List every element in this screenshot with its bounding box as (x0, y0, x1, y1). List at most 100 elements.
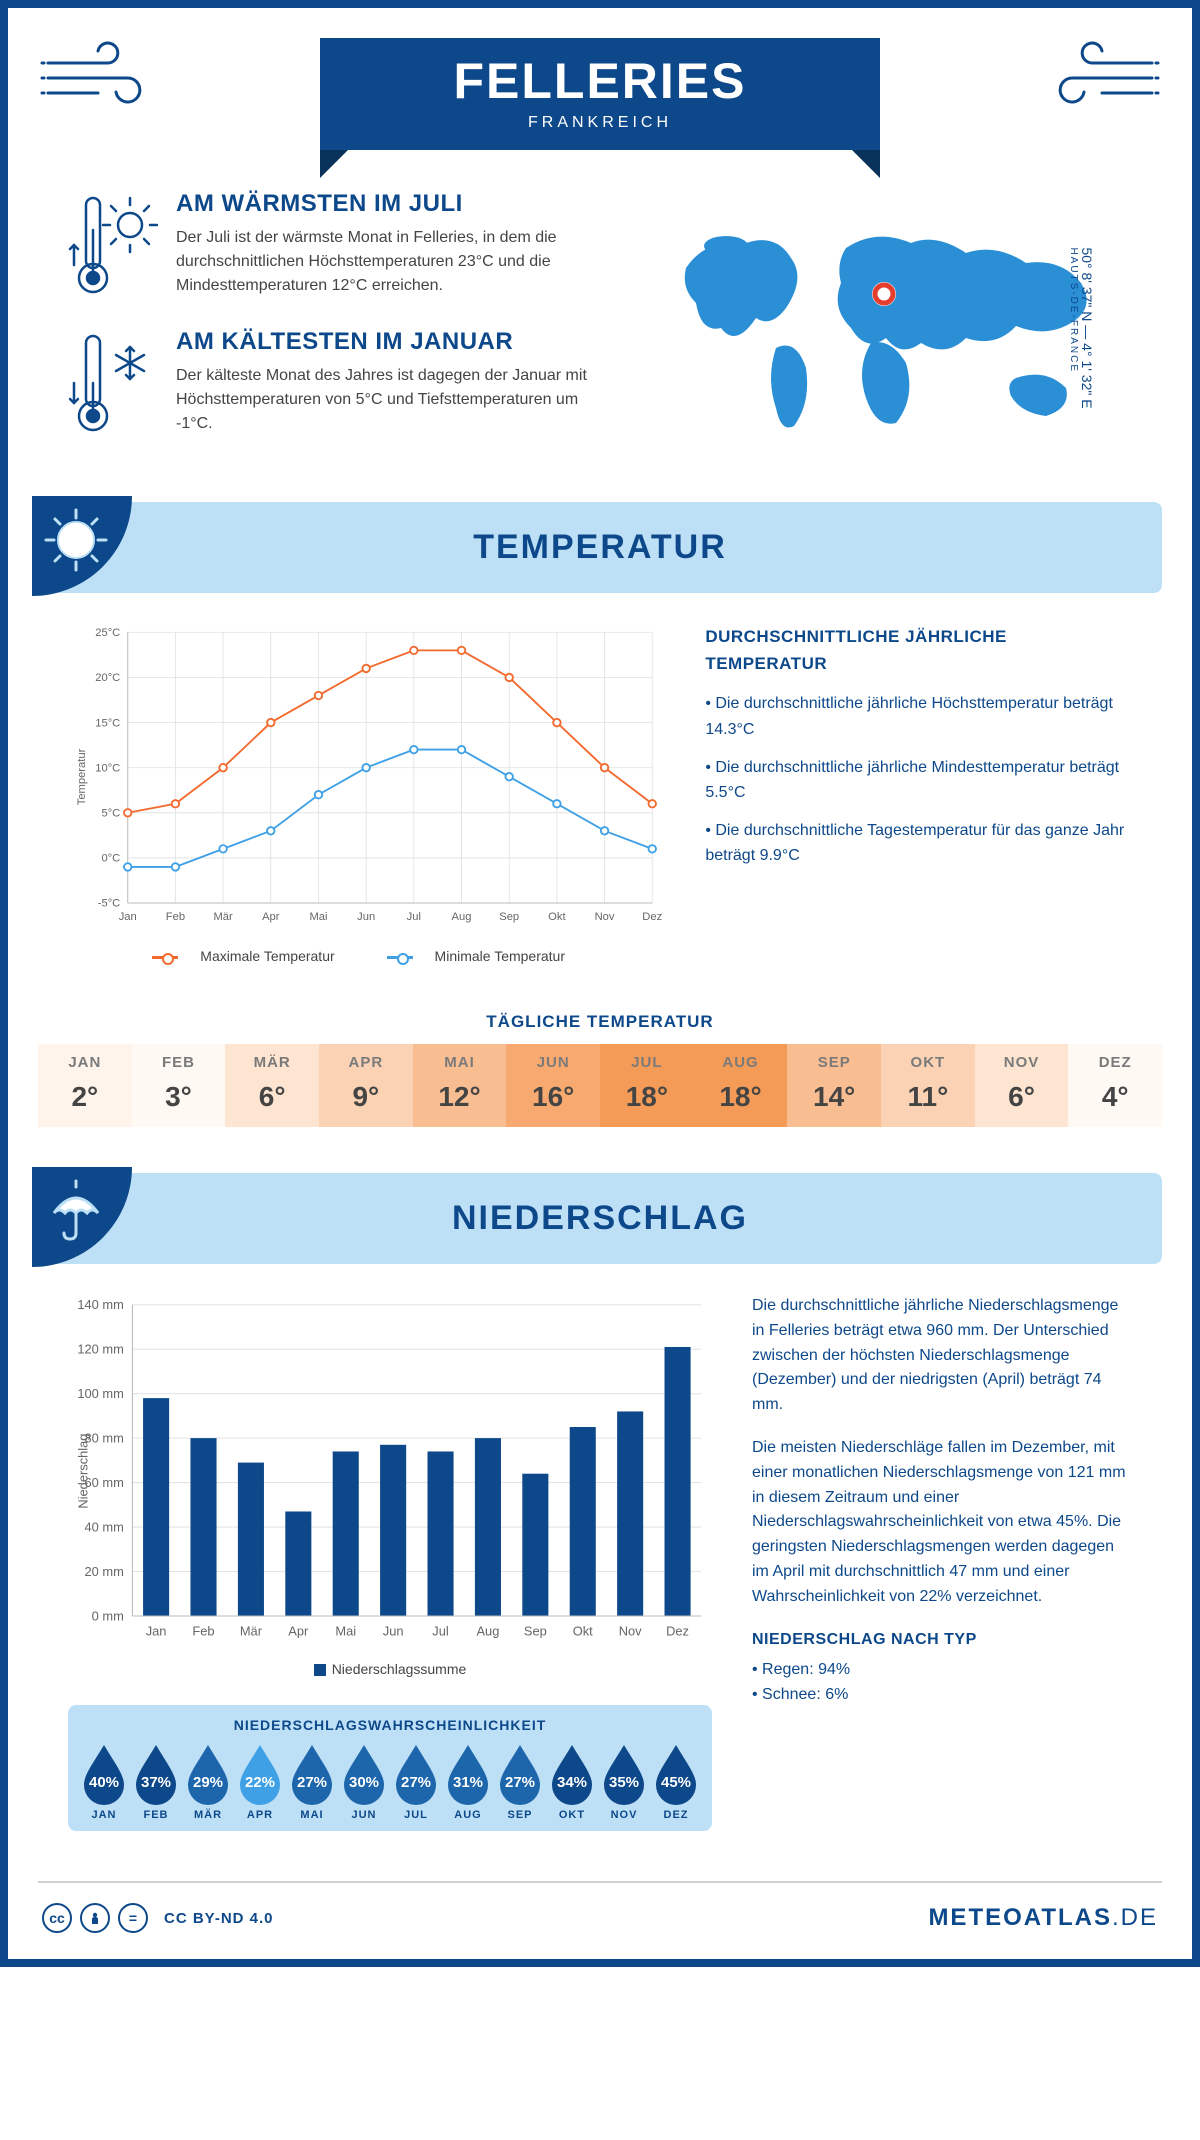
svg-text:Jun: Jun (383, 1623, 404, 1638)
warm-fact: AM WÄRMSTEN IM JULI Der Juli ist der wär… (68, 190, 610, 300)
daily-temp-cell: JUN16° (506, 1044, 600, 1127)
svg-text:31%: 31% (453, 1774, 483, 1791)
precip-prob-cell: 34% OKT (546, 1741, 598, 1821)
license-text: CC BY-ND 4.0 (164, 1910, 274, 1927)
svg-text:Aug: Aug (476, 1623, 499, 1638)
warm-fact-text: Der Juli ist der wärmste Monat in Feller… (176, 226, 610, 298)
legend-max: Maximale Temperatur (200, 948, 334, 964)
svg-text:34%: 34% (557, 1774, 587, 1791)
daily-temp-cell: FEB3° (132, 1044, 226, 1127)
svg-text:Feb: Feb (166, 911, 185, 923)
daily-temp-cell: NOV6° (975, 1044, 1069, 1127)
svg-text:Jan: Jan (119, 911, 137, 923)
precip-chart: 0 mm20 mm40 mm60 mm80 mm100 mm120 mm140 … (68, 1294, 712, 1831)
umbrella-icon (42, 1177, 110, 1245)
svg-text:27%: 27% (401, 1774, 431, 1791)
wind-icon-right (1042, 38, 1162, 118)
cold-fact-text: Der kälteste Monat des Jahres ist dagege… (176, 364, 610, 436)
license-block: cc = CC BY-ND 4.0 (42, 1903, 274, 1933)
warm-fact-title: AM WÄRMSTEN IM JULI (176, 190, 610, 218)
svg-text:Nov: Nov (619, 1623, 642, 1638)
precip-para1: Die durchschnittliche jährliche Niedersc… (752, 1294, 1132, 1418)
svg-text:22%: 22% (245, 1774, 275, 1791)
daily-temp-cell: JAN2° (38, 1044, 132, 1127)
svg-text:5°C: 5°C (101, 808, 120, 820)
svg-text:80 mm: 80 mm (85, 1430, 124, 1445)
daily-temp-cell: DEZ4° (1068, 1044, 1162, 1127)
svg-text:60 mm: 60 mm (85, 1475, 124, 1490)
precip-para2: Die meisten Niederschläge fallen im Deze… (752, 1436, 1132, 1610)
cold-fact: AM KÄLTESTEN IM JANUAR Der kälteste Mona… (68, 328, 610, 438)
svg-text:27%: 27% (297, 1774, 327, 1791)
svg-text:37%: 37% (141, 1774, 171, 1791)
precip-prob-cell: 31% AUG (442, 1741, 494, 1821)
svg-text:25°C: 25°C (95, 627, 120, 639)
temp-info-b3: • Die durchschnittliche Tagestemperatur … (705, 818, 1132, 869)
temp-info-b2: • Die durchschnittliche jährliche Mindes… (705, 755, 1132, 806)
brand-name: METEOATLAS (928, 1904, 1112, 1931)
precip-banner: NIEDERSCHLAG (38, 1173, 1162, 1264)
precip-prob-cell: 22% APR (234, 1741, 286, 1821)
nd-icon: = (118, 1903, 148, 1933)
svg-text:-5°C: -5°C (98, 898, 121, 910)
svg-text:Apr: Apr (288, 1623, 309, 1638)
svg-text:Mai: Mai (335, 1623, 356, 1638)
svg-text:Okt: Okt (548, 911, 566, 923)
cold-fact-title: AM KÄLTESTEN IM JANUAR (176, 328, 610, 356)
daily-temp-cell: JUL18° (600, 1044, 694, 1127)
svg-text:20 mm: 20 mm (85, 1564, 124, 1579)
precip-prob-title: NIEDERSCHLAGSWAHRSCHEINLICHKEIT (78, 1717, 702, 1733)
wind-icon-left (38, 38, 158, 118)
temperature-summary: DURCHSCHNITTLICHE JÄHRLICHE TEMPERATUR •… (705, 623, 1132, 964)
precip-type-b2: • Schnee: 6% (752, 1683, 1132, 1708)
svg-text:Dez: Dez (642, 911, 662, 923)
daily-temp-cell: AUG18° (694, 1044, 788, 1127)
svg-text:10°C: 10°C (95, 762, 120, 774)
svg-text:Jan: Jan (146, 1623, 167, 1638)
daily-temp-cell: MAI12° (413, 1044, 507, 1127)
svg-text:40%: 40% (89, 1774, 119, 1791)
svg-text:15°C: 15°C (95, 717, 120, 729)
legend-min: Minimale Temperatur (435, 948, 565, 964)
svg-text:Temperatur: Temperatur (76, 748, 88, 805)
svg-text:20°C: 20°C (95, 672, 120, 684)
precip-prob-cell: 37% FEB (130, 1741, 182, 1821)
precip-prob-cell: 30% JUN (338, 1741, 390, 1821)
svg-text:Dez: Dez (666, 1623, 689, 1638)
daily-temp-cell: OKT11° (881, 1044, 975, 1127)
precip-probability-box: NIEDERSCHLAGSWAHRSCHEINLICHKEIT 40% JAN … (68, 1705, 712, 1831)
svg-text:Apr: Apr (262, 911, 280, 923)
world-map (666, 208, 1106, 448)
thermometer-sun-icon (68, 190, 158, 300)
precip-type-title: NIEDERSCHLAG NACH TYP (752, 1628, 1132, 1653)
svg-text:Jun: Jun (357, 911, 375, 923)
svg-text:45%: 45% (661, 1774, 691, 1791)
svg-text:Sep: Sep (524, 1623, 547, 1638)
temperature-chart: -5°C 0°C 5°C 10°C 15°C 20°C 25°C Jan Feb Mär Apr Ma… (68, 623, 665, 964)
brand-suffix: .DE (1112, 1904, 1158, 1931)
daily-temp-row: JAN2°FEB3°MÄR6°APR9°MAI12°JUN16°JUL18°AU… (8, 1044, 1192, 1167)
sun-icon (42, 506, 110, 574)
city-name: FELLERIES (320, 52, 880, 110)
svg-text:Jul: Jul (432, 1623, 448, 1638)
svg-text:Okt: Okt (573, 1623, 593, 1638)
svg-text:140 mm: 140 mm (77, 1297, 123, 1312)
coord-line: 50° 8' 37" N — 4° 1' 32" E (1079, 247, 1095, 408)
brand: METEOATLAS.DE (928, 1904, 1158, 1932)
svg-text:Nov: Nov (595, 911, 615, 923)
precip-prob-cell: 45% DEZ (650, 1741, 702, 1821)
svg-text:Mai: Mai (309, 911, 327, 923)
svg-text:100 mm: 100 mm (77, 1386, 123, 1401)
svg-text:Mär: Mär (213, 911, 233, 923)
cc-icon: cc (42, 1903, 72, 1933)
svg-text:0°C: 0°C (101, 853, 120, 865)
svg-text:40 mm: 40 mm (85, 1519, 124, 1534)
daily-temp-cell: SEP14° (787, 1044, 881, 1127)
temperature-banner-label: TEMPERATUR (473, 528, 727, 566)
svg-text:Niederschlag: Niederschlag (75, 1434, 90, 1509)
coordinates: 50° 8' 37" N — 4° 1' 32" E HAUTS-DE-FRAN… (1068, 247, 1095, 408)
coord-region: HAUTS-DE-FRANCE (1068, 247, 1079, 408)
daily-temp-cell: APR9° (319, 1044, 413, 1127)
precip-legend: Niederschlagssumme (332, 1661, 467, 1677)
temp-info-b1: • Die durchschnittliche jährliche Höchst… (705, 691, 1132, 742)
